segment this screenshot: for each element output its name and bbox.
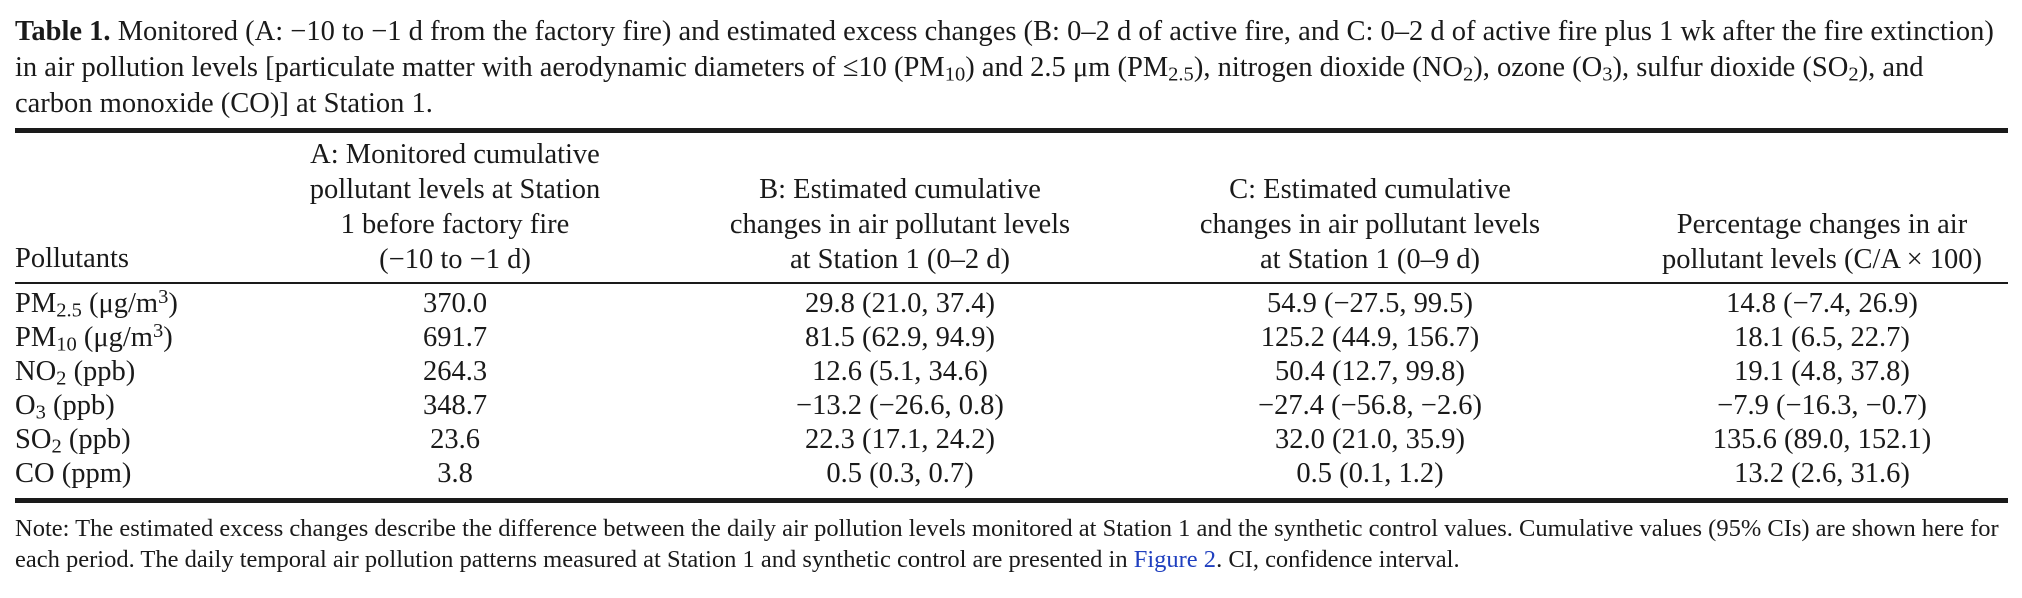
cell-b: 81.5 (62.9, 94.9) <box>805 322 995 353</box>
cell-b: 0.5 (0.3, 0.7) <box>826 458 974 489</box>
table-label: Table 1. <box>15 16 111 47</box>
cell-b: 29.8 (21.0, 37.4) <box>805 288 995 319</box>
pollutant-unit: (ppb) <box>66 356 136 387</box>
pollutant-name: NO <box>15 356 57 387</box>
cell-pct: 18.1 (6.5, 22.7) <box>1734 322 1910 353</box>
caption-text: ), sulfur dioxide (SO <box>1612 52 1849 83</box>
caption-subscript: 2 <box>1462 63 1474 86</box>
pollutant-name: O <box>15 390 36 421</box>
pollutant-unit: (ppb) <box>45 390 115 421</box>
row-pollutant: SO2 (ppb) <box>15 422 131 457</box>
header-col-pct: Percentage changes in air pollutant leve… <box>1622 207 2022 277</box>
header-line: at Station 1 (0–9 d) <box>1259 244 1481 275</box>
cell-c: −27.4 (−56.8, −2.6) <box>1258 390 1482 421</box>
header-line: B: Estimated cumulative <box>759 174 1041 205</box>
cell-a: 370.0 <box>422 288 488 319</box>
header-col-b: B: Estimated cumulative changes in air p… <box>690 172 1110 277</box>
header-line: changes in air pollutant levels <box>1199 209 1541 240</box>
caption-subscript: 2 <box>1848 63 1859 86</box>
cell-pct: −7.9 (−16.3, −0.7) <box>1717 390 1927 421</box>
cell-c: 32.0 (21.0, 35.9) <box>1275 424 1465 455</box>
figure-2-link[interactable]: Figure 2 <box>1133 546 1217 573</box>
pollutant-subscript: 2.5 <box>56 299 82 322</box>
cell-a: 691.7 <box>422 322 488 353</box>
header-line: Percentage changes in air <box>1676 209 1968 240</box>
row-pollutant: CO (ppm) <box>15 456 131 491</box>
header-line: 1 before factory fire <box>340 209 570 240</box>
cell-a: 348.7 <box>422 390 488 421</box>
pollutant-unit: ) <box>168 288 178 319</box>
caption-subscript: 3 <box>1602 63 1613 86</box>
cell-c: 54.9 (−27.5, 99.5) <box>1266 288 1474 319</box>
note-text: . CI, confidence interval. <box>1216 546 1460 573</box>
pollutant-unit: ) <box>163 322 173 353</box>
pollutant-name: SO <box>15 424 52 455</box>
header-pollutants: Pollutants <box>15 243 130 274</box>
caption-text: ), nitrogen dioxide (NO <box>1193 52 1463 83</box>
pollutant-name: PM <box>15 288 57 319</box>
header-line: pollutant levels (C/A × 100) <box>1661 244 1983 275</box>
caption-text: ), ozone (O <box>1473 52 1603 83</box>
pollutant-subscript: 3 <box>35 401 46 424</box>
cell-c: 125.2 (44.9, 156.7) <box>1260 322 1480 353</box>
caption-text: ) and 2.5 μm (PM <box>965 52 1169 83</box>
header-line: changes in air pollutant levels <box>729 209 1071 240</box>
cell-a: 23.6 <box>430 424 480 455</box>
caption-subscript: 10 <box>944 63 966 86</box>
header-col-a: A: Monitored cumulative pollutant levels… <box>255 137 655 277</box>
cell-b: 22.3 (17.1, 24.2) <box>805 424 995 455</box>
pollutant-name: CO <box>15 458 55 489</box>
table-caption: Table 1. Monitored (A: −10 to −1 d from … <box>15 14 2005 122</box>
pollutant-subscript: 2 <box>51 435 62 458</box>
cell-pct: 135.6 (89.0, 152.1) <box>1712 424 1932 455</box>
caption-subscript: 2.5 <box>1168 63 1194 86</box>
pollutant-name: PM <box>15 322 57 353</box>
unit-superscript: 3 <box>158 285 169 308</box>
row-pollutant: PM10 (μg/m3) <box>15 320 173 355</box>
row-pollutant: PM2.5 (μg/m3) <box>15 286 178 321</box>
cell-pct: 19.1 (4.8, 37.8) <box>1734 356 1910 387</box>
row-pollutant: O3 (ppb) <box>15 388 115 423</box>
cell-pct: 13.2 (2.6, 31.6) <box>1734 458 1910 489</box>
cell-b: 12.6 (5.1, 34.6) <box>812 356 988 387</box>
header-line: at Station 1 (0–2 d) <box>789 244 1011 275</box>
row-pollutant: NO2 (ppb) <box>15 354 135 389</box>
note-text: Note: The estimated excess changes descr… <box>15 515 1999 573</box>
pollutant-unit: (ppm) <box>54 458 132 489</box>
unit-superscript: 3 <box>152 319 164 342</box>
table-bottom-rule <box>15 498 2008 503</box>
header-col-c: C: Estimated cumulative changes in air p… <box>1160 172 1580 277</box>
pollutant-unit: (ppb) <box>61 424 131 455</box>
pollutant-unit: (μg/m <box>76 322 153 353</box>
caption-text: ), and carbon monoxide (CO)] at Station … <box>15 52 1924 119</box>
header-line: C: Estimated cumulative <box>1229 174 1511 205</box>
header-line: pollutant levels at Station <box>309 174 601 205</box>
cell-pct: 14.8 (−7.4, 26.9) <box>1726 288 1918 319</box>
header-line: A: Monitored cumulative <box>310 139 600 170</box>
pollutant-unit: (μg/m <box>81 288 159 319</box>
table-note: Note: The estimated excess changes descr… <box>15 513 2010 575</box>
table-header-rule <box>15 282 2008 284</box>
pollutant-subscript: 2 <box>56 367 67 390</box>
cell-c: 0.5 (0.1, 1.2) <box>1296 458 1444 489</box>
cell-a: 264.3 <box>422 356 488 387</box>
pollutant-subscript: 10 <box>56 333 77 356</box>
cell-a: 3.8 <box>437 458 473 489</box>
caption-text: Monitored (A: −10 to −1 d from the facto… <box>15 16 1994 83</box>
cell-c: 50.4 (12.7, 99.8) <box>1275 356 1465 387</box>
table-top-rule <box>15 128 2008 133</box>
header-line: (−10 to −1 d) <box>379 244 531 275</box>
cell-b: −13.2 (−26.6, 0.8) <box>796 390 1004 421</box>
